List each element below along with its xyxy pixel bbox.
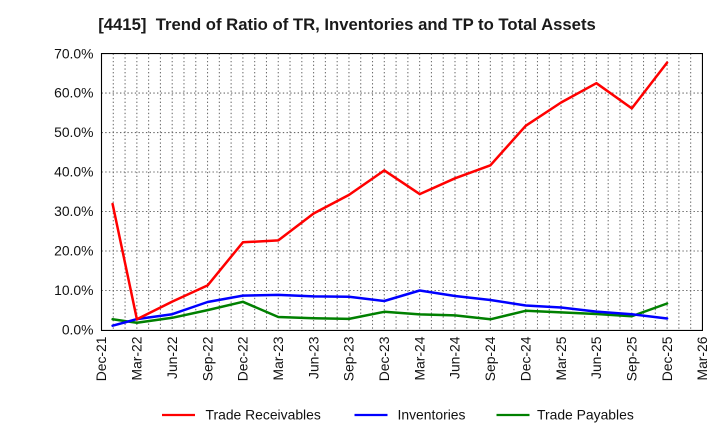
svg-text:10.0%: 10.0%: [54, 282, 93, 298]
svg-text:Mar-23: Mar-23: [270, 336, 286, 380]
svg-text:Mar-26: Mar-26: [694, 336, 710, 380]
svg-text:Dec-21: Dec-21: [93, 336, 109, 381]
svg-text:Sep-25: Sep-25: [624, 336, 640, 381]
svg-text:Dec-23: Dec-23: [376, 336, 392, 381]
svg-text:Dec-25: Dec-25: [659, 336, 675, 381]
svg-text:60.0%: 60.0%: [54, 85, 93, 101]
svg-text:Dec-22: Dec-22: [235, 336, 251, 381]
svg-text:0.0%: 0.0%: [62, 322, 94, 338]
svg-text:Sep-22: Sep-22: [199, 336, 215, 381]
svg-text:[4415] Trend of Ratio of TR,: [4415] Trend of Ratio of TR, Inventories…: [98, 15, 596, 34]
svg-text:Inventories: Inventories: [398, 407, 466, 423]
svg-text:Jun-22: Jun-22: [164, 336, 180, 379]
svg-text:20.0%: 20.0%: [54, 243, 93, 259]
svg-text:Trade Payables: Trade Payables: [537, 407, 634, 423]
svg-text:50.0%: 50.0%: [54, 124, 93, 140]
svg-text:40.0%: 40.0%: [54, 164, 93, 180]
svg-text:Dec-24: Dec-24: [517, 336, 533, 381]
svg-text:Jun-25: Jun-25: [588, 336, 604, 379]
svg-text:Trade Receivables: Trade Receivables: [206, 407, 321, 423]
svg-text:Mar-24: Mar-24: [411, 336, 427, 380]
svg-text:Sep-23: Sep-23: [341, 336, 357, 381]
svg-text:Sep-24: Sep-24: [482, 336, 498, 381]
svg-text:30.0%: 30.0%: [54, 203, 93, 219]
svg-text:Mar-22: Mar-22: [129, 336, 145, 380]
svg-text:70.0%: 70.0%: [54, 45, 93, 61]
svg-text:Jun-23: Jun-23: [305, 336, 321, 379]
svg-text:Jun-24: Jun-24: [447, 336, 463, 379]
svg-text:Mar-25: Mar-25: [553, 336, 569, 380]
